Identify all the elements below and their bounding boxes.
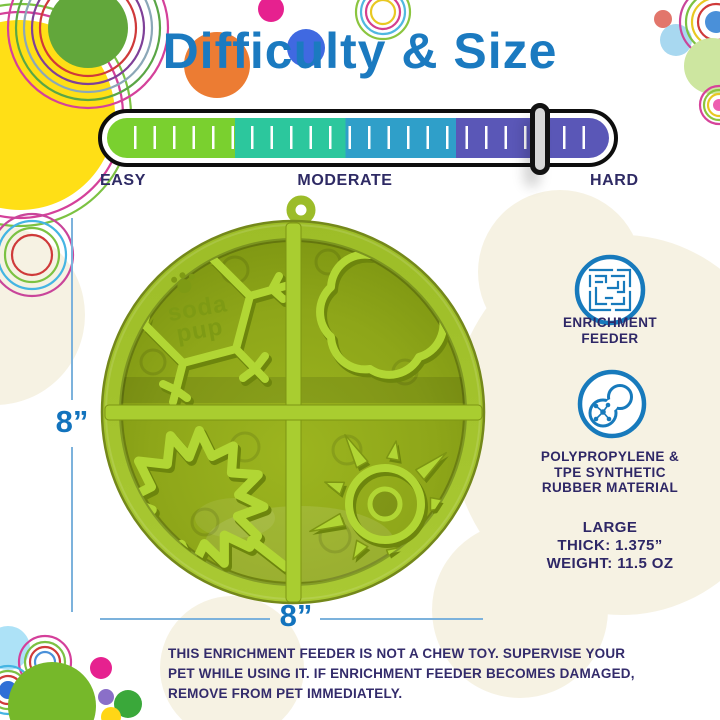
thickness-label: THICK: 1.375” [557,537,663,554]
height-dimension-label: 8” [55,404,89,439]
quadrant-dividers [104,222,483,603]
decoration-bottom-left [0,626,142,720]
enrichment-feeder-label: ENRICHMENT FEEDER [563,315,657,346]
decoration-top-right [654,0,720,126]
width-dimension-line-left [100,618,270,620]
material-label: POLYPROPYLENE & TPE SYNTHETIC RUBBER MAT… [540,449,680,495]
width-dimension-line-right [320,618,483,620]
polymer-material-icon [577,369,647,439]
enrichment-feeder-product-image: soda pup [100,195,486,620]
easy-label: EASY [100,172,146,189]
width-dimension-label: 8” [279,598,313,633]
size-label: LARGE [582,519,638,536]
height-dimension-line-bottom [71,447,73,612]
difficulty-slider-handle [530,103,550,175]
maze-icon [574,254,646,326]
weight-label: WEIGHT: 11.5 OZ [546,555,674,572]
safety-disclaimer: THIS ENRICHMENT FEEDER IS NOT A CHEW TOY… [168,646,635,701]
hanging-tab [286,195,316,225]
difficulty-gradient-fill [107,118,609,158]
height-dimension-line-top [71,218,73,400]
page-title: Difficulty & Size [162,23,558,79]
sun-motif [309,433,465,584]
hard-label: HARD [590,172,639,189]
size-specs: LARGE THICK: 1.375” WEIGHT: 11.5 OZ [520,519,700,573]
motifs [100,198,465,620]
moderate-label: MODERATE [297,172,393,189]
